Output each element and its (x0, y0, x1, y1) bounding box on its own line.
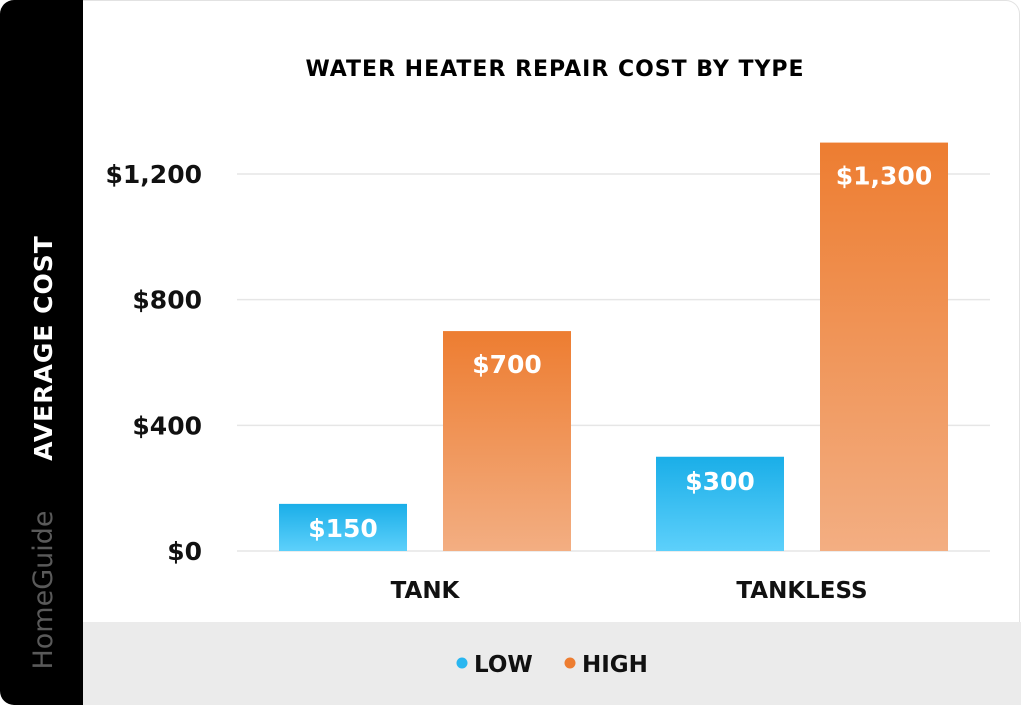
y-tick-label: $0 (167, 537, 202, 566)
bar-low-tankless (656, 456, 784, 551)
data-label: $300 (685, 467, 755, 496)
bar-low-tank (279, 503, 407, 551)
bar-high-tank (443, 331, 571, 551)
legend-label-low: LOW (474, 652, 533, 678)
y-tick-label: $1,200 (106, 160, 202, 189)
legend-marker-high (564, 657, 576, 669)
x-tick-label: TANK (391, 578, 461, 604)
legend-label-high: HIGH (582, 652, 648, 678)
x-tick-label: TANKLESS (736, 578, 867, 604)
homeguide-logo: HomeGuide (28, 510, 59, 669)
brand-sidebar (0, 0, 83, 705)
legend-band (83, 622, 1021, 705)
data-label: $700 (472, 350, 542, 379)
legend-marker-low (456, 657, 468, 669)
data-label: $1,300 (836, 162, 932, 191)
y-tick-label: $400 (132, 411, 202, 440)
data-label: $150 (308, 514, 378, 543)
chart-title: WATER HEATER REPAIR COST BY TYPE (305, 57, 804, 82)
bar-high-tankless (820, 142, 948, 552)
y-axis-title: AVERAGE COST (29, 235, 58, 461)
y-tick-label: $800 (132, 286, 202, 315)
